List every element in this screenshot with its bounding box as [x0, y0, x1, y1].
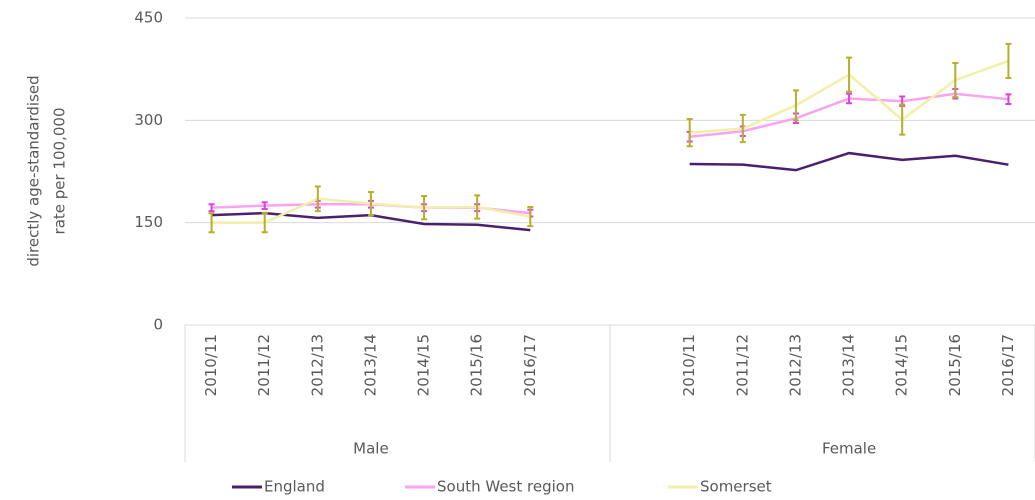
y-tick-label: 0 — [153, 316, 163, 334]
series-line — [689, 151, 1009, 172]
x-tick-label: 2015/16 — [946, 334, 964, 396]
error-bar — [899, 103, 906, 136]
x-tick-label: 2011/12 — [733, 334, 751, 396]
error-bar — [208, 212, 215, 234]
error-bar — [527, 205, 534, 228]
error-bar — [952, 62, 959, 99]
x-tick-label: 2016/17 — [999, 334, 1017, 396]
error-bar — [421, 195, 428, 221]
y-tick-label: 450 — [134, 9, 163, 27]
x-tick-label: 2012/13 — [786, 334, 804, 396]
x-tick-label: 2016/17 — [521, 334, 539, 396]
legend-label: Somerset — [700, 478, 772, 496]
error-bar — [1005, 42, 1012, 80]
legend-label: South West region — [437, 478, 574, 496]
error-bar — [261, 201, 268, 211]
error-bar — [1005, 93, 1012, 105]
x-tick-label: 2010/11 — [680, 334, 698, 396]
y-tick-label: 300 — [134, 111, 163, 129]
x-tick-label: 2012/13 — [308, 334, 326, 396]
error-bar — [792, 89, 799, 122]
x-tick-label: 2013/14 — [840, 334, 858, 396]
error-bar — [474, 194, 481, 220]
x-tick-label: 2013/14 — [361, 334, 379, 396]
x-tick-label: 2014/15 — [893, 334, 911, 396]
error-bar — [208, 203, 215, 213]
x-tick-label: 2014/15 — [415, 334, 433, 396]
group-label: Female — [822, 440, 876, 458]
error-bar — [261, 212, 268, 234]
error-bar — [367, 190, 374, 217]
error-bar — [686, 117, 693, 148]
error-bar — [846, 56, 853, 93]
x-tick-label: 2011/12 — [255, 334, 273, 396]
error-bar — [314, 185, 321, 213]
group-label: Male — [353, 440, 389, 458]
y-axis-title: directly age-standardised — [25, 75, 43, 266]
x-tick-label: 2015/16 — [468, 334, 486, 396]
y-axis-title: rate per 100,000 — [51, 108, 69, 235]
error-bar — [846, 92, 853, 105]
x-tick-label: 2010/11 — [202, 334, 220, 396]
error-bar — [739, 113, 746, 144]
y-tick-label: 150 — [134, 213, 163, 231]
legend-label: England — [264, 478, 325, 496]
